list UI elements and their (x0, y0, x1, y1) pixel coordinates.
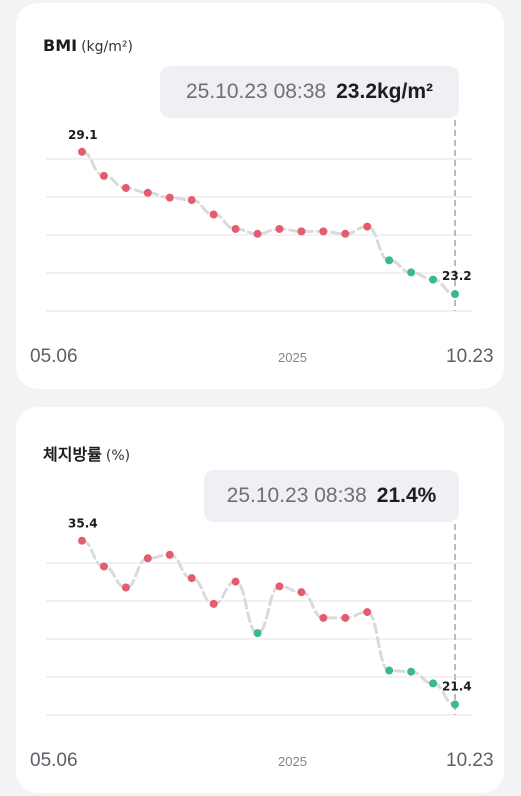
data-point[interactable] (363, 608, 372, 617)
body-fat-title: 체지방률 (%) (43, 441, 130, 465)
data-point[interactable] (121, 583, 130, 592)
bmi-card: BMI (kg/m²) 25.10.23 08:38 23.2kg/m² 29.1… (16, 3, 504, 389)
data-point[interactable] (429, 679, 438, 688)
bmi-line-chart[interactable]: 29.1 23.2 (16, 3, 504, 389)
data-point[interactable] (363, 222, 372, 231)
data-point[interactable] (407, 268, 416, 277)
body-fat-x-end-label: 10.23 (446, 750, 494, 771)
data-point[interactable] (275, 582, 284, 591)
bmi-tooltip-value: 23.2kg/m² (336, 80, 434, 103)
data-point[interactable] (429, 275, 438, 284)
data-point[interactable] (451, 290, 459, 299)
data-point[interactable] (209, 599, 218, 608)
body-fat-year-label: 2025 (278, 754, 307, 769)
bmi-year-label: 2025 (278, 350, 307, 365)
body-fat-line-chart[interactable]: 35.4 21.4 (16, 407, 504, 793)
data-point[interactable] (385, 666, 394, 675)
data-point[interactable] (78, 147, 86, 156)
data-point[interactable] (319, 227, 328, 236)
data-point[interactable] (165, 550, 174, 559)
data-point[interactable] (143, 188, 152, 197)
data-point[interactable] (297, 227, 306, 236)
data-point[interactable] (451, 700, 459, 709)
data-point[interactable] (385, 256, 394, 265)
data-point[interactable] (253, 629, 262, 638)
data-point[interactable] (297, 588, 306, 597)
body-fat-tooltip: 25.10.23 08:38 21.4% (204, 470, 459, 522)
data-point[interactable] (341, 229, 350, 238)
bmi-title-text: BMI (43, 36, 78, 55)
data-point[interactable] (341, 613, 350, 622)
bmi-x-start-label: 05.06 (30, 346, 78, 367)
last-value-label: 21.4 (442, 679, 472, 693)
data-point[interactable] (121, 183, 130, 192)
data-point[interactable] (407, 667, 416, 676)
data-point[interactable] (99, 171, 108, 180)
data-point[interactable] (319, 613, 328, 622)
data-point[interactable] (143, 554, 152, 563)
data-point[interactable] (231, 224, 240, 233)
data-point[interactable] (78, 536, 86, 545)
body-fat-unit: (%) (105, 448, 131, 464)
body-fat-card: 체지방률 (%) 25.10.23 08:38 21.4% 35.4 21.4 05… (16, 407, 504, 793)
data-point[interactable] (275, 224, 284, 233)
bmi-title: BMI (kg/m²) (43, 36, 133, 55)
data-point[interactable] (165, 193, 174, 202)
bmi-tooltip: 25.10.23 08:38 23.2kg/m² (160, 66, 459, 118)
last-value-label: 23.2 (442, 269, 472, 283)
data-point[interactable] (187, 574, 196, 583)
first-value-label: 29.1 (68, 128, 98, 142)
bmi-tooltip-datetime: 25.10.23 08:38 (185, 80, 327, 103)
body-fat-x-start-label: 05.06 (30, 750, 78, 771)
first-value-label: 35.4 (68, 517, 98, 531)
bmi-unit: (kg/m²) (81, 39, 133, 55)
body-fat-title-text: 체지방률 (43, 445, 102, 464)
body-fat-tooltip-datetime: 25.10.23 08:38 (226, 484, 367, 507)
body-fat-tooltip-value: 21.4% (376, 484, 437, 507)
data-point[interactable] (231, 577, 240, 586)
bmi-x-end-label: 10.23 (446, 346, 494, 367)
series-line (80, 539, 457, 706)
data-point[interactable] (187, 196, 196, 205)
data-point[interactable] (253, 229, 262, 238)
data-point[interactable] (99, 562, 108, 571)
data-point[interactable] (209, 210, 218, 219)
